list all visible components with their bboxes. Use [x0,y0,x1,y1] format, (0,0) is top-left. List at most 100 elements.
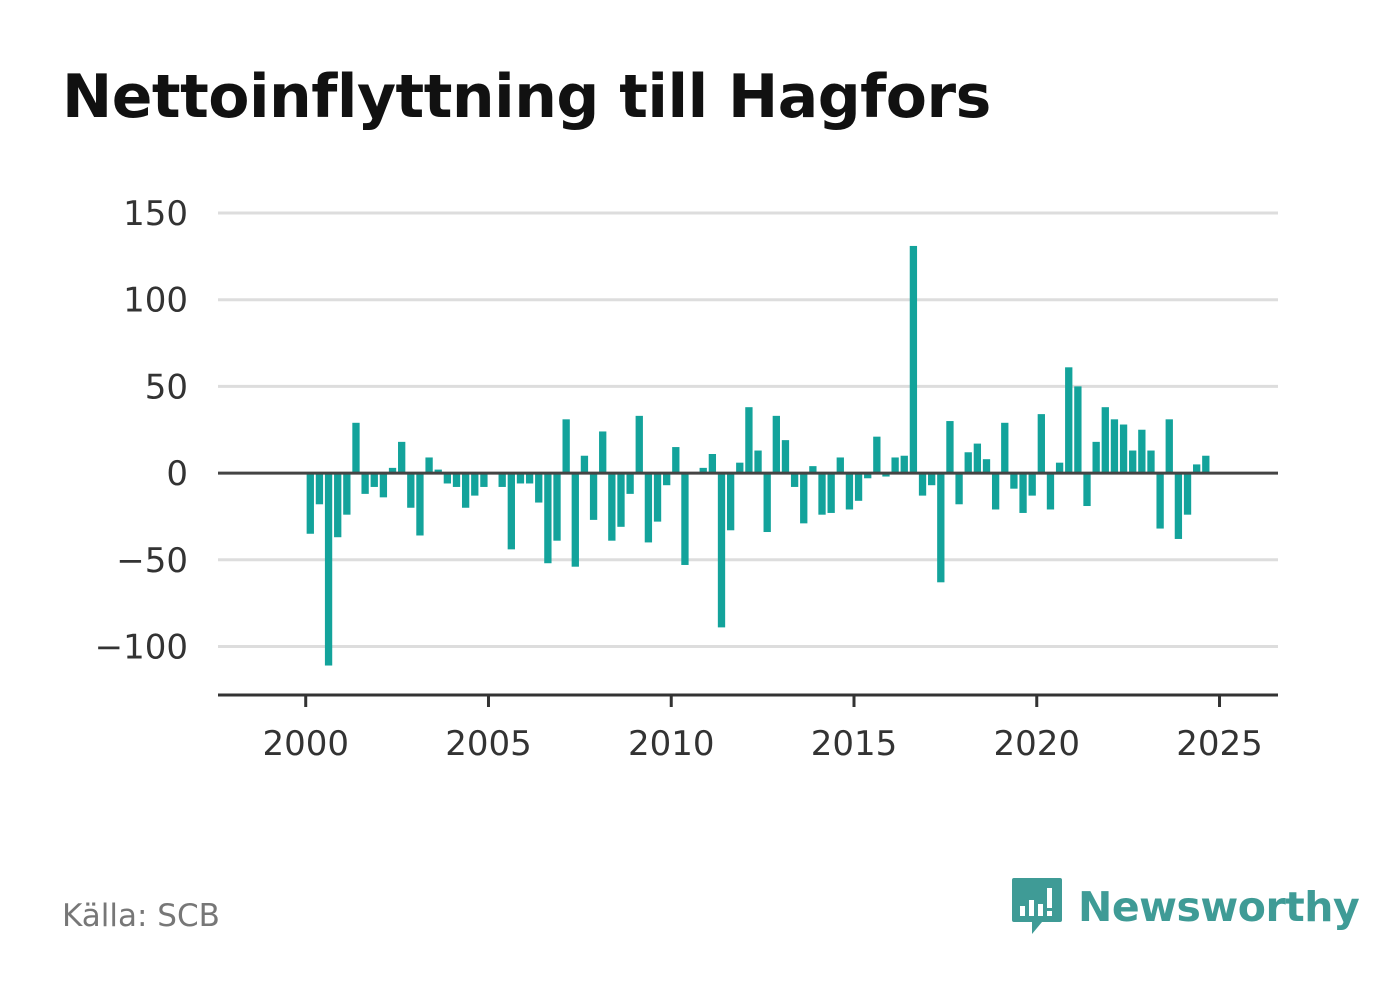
bar-2024-Q3 [1202,455,1210,474]
bar-2004-Q2 [461,473,470,508]
gridlines [218,211,1278,648]
bar-2022-Q1 [1110,419,1119,474]
bar-2017-Q2 [937,473,945,583]
bar-2007-Q3 [580,455,589,474]
bar-2009-Q1 [635,415,643,474]
source-label: Källa: SCB [62,898,220,934]
bar-2002-Q3 [398,441,406,474]
bar-2003-Q3 [434,469,442,474]
bar-2008-Q4 [626,473,634,494]
bar-2017-Q4 [955,473,963,505]
bar-2006-Q3 [544,473,552,564]
bar-2014-Q4 [845,473,854,510]
bar-2010-Q1 [672,447,680,474]
bar-2000-Q1 [306,473,314,534]
bar-2009-Q3 [653,473,662,522]
bar-2016-Q3 [909,245,918,474]
x-tick-label: 2010 [628,724,715,764]
bar-2017-Q1 [928,473,936,486]
bar-2006-Q4 [553,473,561,541]
bars [306,245,1210,666]
bar-2001-Q4 [370,473,378,487]
bar-2007-Q1 [562,419,570,474]
x-tick-label: 2025 [1176,724,1263,764]
bar-2013-Q3 [800,473,808,524]
bar-2005-Q2 [498,473,506,487]
bar-2023-Q3 [1165,419,1173,474]
bar-2007-Q2 [571,473,579,567]
bar-2004-Q3 [471,473,479,496]
bar-2002-Q1 [379,473,388,498]
bar-2021-Q1 [1074,386,1082,474]
bar-2014-Q1 [818,473,826,515]
x-tick-label: 2005 [445,724,532,764]
bar-2010-Q2 [681,473,689,565]
bar-2015-Q1 [854,473,863,501]
bar-2011-Q4 [736,462,744,474]
bar-2022-Q4 [1138,429,1146,474]
bar-2001-Q2 [352,422,360,474]
bar-2004-Q1 [452,473,461,487]
bar-2008-Q3 [617,473,625,527]
bar-2015-Q2 [864,473,872,479]
bar-2011-Q1 [708,454,717,474]
bar-2015-Q3 [873,436,881,474]
bar-2009-Q2 [644,473,653,543]
bar-2006-Q2 [535,473,543,503]
bar-2004-Q4 [480,473,488,487]
bar-2002-Q2 [388,467,397,474]
bar-2023-Q2 [1156,473,1164,529]
bar-2003-Q2 [425,457,433,474]
bar-2001-Q1 [343,473,351,515]
y-tick-label: −100 [95,627,188,667]
bar-2001-Q3 [361,473,369,494]
bar-2018-Q4 [991,473,1000,510]
bar-2016-Q2 [900,455,908,474]
x-tick-label: 2015 [811,724,898,764]
bar-2014-Q2 [827,473,835,513]
y-axis-ticks: 150 100 50 0 −50 −100 [95,194,188,667]
bar-2019-Q1 [1001,422,1009,474]
bar-2021-Q3 [1092,441,1100,474]
bar-2014-Q3 [836,457,844,474]
bar-2023-Q1 [1147,450,1155,474]
bar-2006-Q1 [525,473,534,484]
x-axis-ticks: 2000 2005 2010 2015 2020 2025 [262,695,1263,764]
bar-2016-Q4 [918,473,927,496]
bar-2012-Q1 [745,407,753,474]
bar-2009-Q4 [663,473,671,486]
bar-2021-Q2 [1083,473,1091,507]
bar-2013-Q1 [781,440,790,474]
bar-2016-Q1 [891,457,899,474]
bar-2010-Q4 [699,467,707,474]
bar-2013-Q4 [809,466,817,474]
bar-2000-Q3 [324,473,333,666]
bar-2005-Q4 [516,473,525,484]
bar-2011-Q2 [717,473,726,628]
bar-2012-Q4 [772,415,780,474]
y-tick-label: 0 [166,454,188,494]
bar-chart-speech-bubble-icon [1012,878,1062,934]
bar-2018-Q3 [982,459,991,474]
bar-2008-Q2 [608,473,616,541]
bar-2017-Q3 [946,421,954,474]
bar-2024-Q1 [1183,473,1192,515]
bar-2020-Q2 [1046,473,1055,510]
bar-2020-Q3 [1055,462,1064,474]
bar-2012-Q2 [754,450,762,474]
bar-2003-Q4 [443,473,452,484]
y-tick-label: 50 [145,367,188,407]
bar-2000-Q2 [315,473,324,505]
bar-2022-Q2 [1119,424,1128,474]
x-tick-label: 2000 [262,724,349,764]
bar-2018-Q2 [973,443,982,474]
bar-2003-Q1 [416,473,424,536]
bar-2008-Q1 [599,431,607,474]
bar-2002-Q4 [407,473,415,508]
x-tick-label: 2020 [993,724,1080,764]
bar-2000-Q4 [334,473,342,538]
bar-2023-Q4 [1174,473,1183,539]
bar-2011-Q3 [726,473,735,531]
bar-2012-Q3 [763,473,771,533]
